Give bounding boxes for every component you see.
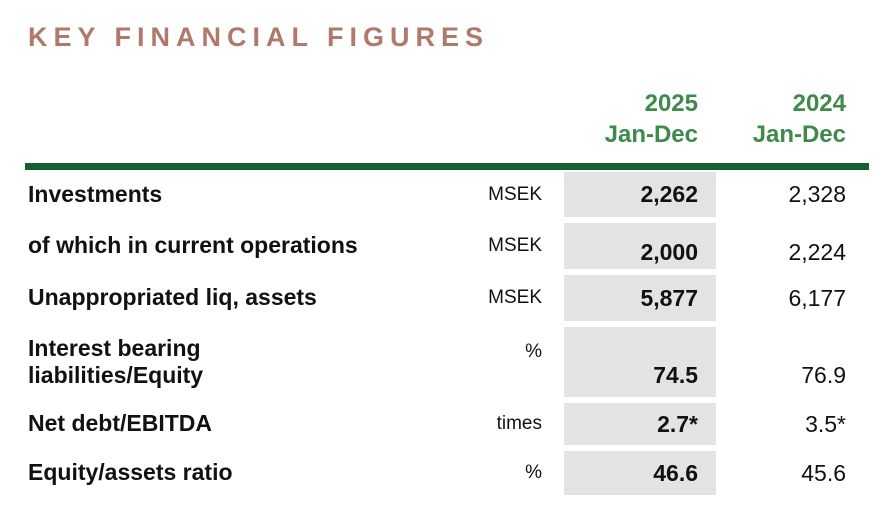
row-value-2025: 2.7* — [564, 403, 716, 445]
row-value-2025: 74.5 — [564, 327, 716, 397]
row-value-2024: 3.5* — [805, 410, 846, 437]
row-label: Net debt/EBITDA — [28, 410, 212, 437]
row-value-2025: 2,262 — [564, 172, 716, 217]
row-value-2025: 46.6 — [564, 451, 716, 495]
column-year-2025: 2025 — [644, 90, 698, 117]
table-row: of which in current operations MSEK 2,00… — [25, 223, 869, 269]
row-value-2024: 76.9 — [801, 362, 846, 388]
row-unit: % — [525, 341, 542, 362]
table-row: Interest bearing liabilities/Equity % 74… — [25, 327, 869, 397]
table-row: Unappropriated liq, assets MSEK 5,877 6,… — [25, 275, 869, 321]
header-divider-rule — [25, 163, 869, 170]
row-label: of which in current operations — [28, 232, 358, 259]
row-label: Investments — [28, 180, 163, 207]
row-unit: times — [496, 413, 542, 434]
row-value-2025: 5,877 — [564, 275, 716, 321]
page-title: KEY FINANCIAL FIGURES — [28, 22, 490, 52]
row-value-2024: 2,224 — [788, 239, 846, 265]
column-period-2024: Jan-Dec — [752, 121, 846, 148]
column-header-2024: 2024 Jan-Dec — [716, 88, 856, 150]
row-value-2024: 6,177 — [788, 284, 846, 311]
row-label: Interest bearing liabilities/Equity — [28, 334, 204, 388]
table-row: Investments MSEK 2,262 2,328 — [25, 172, 869, 217]
row-value-2024: 45.6 — [801, 459, 846, 486]
column-header-2025: 2025 Jan-Dec — [564, 88, 716, 150]
row-value-2025: 2,000 — [564, 223, 716, 269]
financial-table: 2025 Jan-Dec 2024 Jan-Dec Investments MS… — [25, 88, 869, 495]
row-unit: MSEK — [488, 235, 542, 256]
table-row: Equity/assets ratio % 46.6 45.6 — [25, 451, 869, 495]
table-row: Net debt/EBITDA times 2.7* 3.5* — [25, 403, 869, 445]
row-unit: % — [525, 462, 542, 483]
column-period-2025: Jan-Dec — [604, 121, 698, 148]
column-year-2024: 2024 — [792, 90, 846, 117]
row-label: Unappropriated liq, assets — [28, 284, 317, 311]
row-label: Equity/assets ratio — [28, 459, 233, 486]
row-unit: MSEK — [488, 183, 542, 205]
row-unit: MSEK — [488, 287, 542, 308]
row-value-2024: 2,328 — [788, 181, 846, 207]
table-header-row: 2025 Jan-Dec 2024 Jan-Dec — [25, 88, 869, 150]
